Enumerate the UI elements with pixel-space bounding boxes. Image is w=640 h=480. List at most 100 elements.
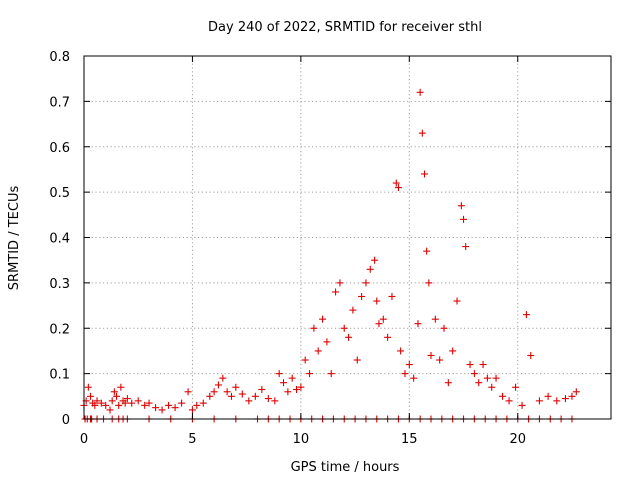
data-point (93, 397, 101, 405)
data-point (323, 338, 331, 346)
data-point (375, 320, 383, 328)
data-point (251, 392, 259, 400)
data-point (449, 347, 457, 355)
data-point (210, 388, 218, 396)
y-tick-label: 0.8 (49, 50, 70, 65)
data-point (284, 388, 292, 396)
data-point (134, 397, 142, 405)
data-point (535, 397, 543, 405)
data-point (414, 320, 422, 328)
y-tick-label: 0.6 (49, 141, 70, 156)
data-point (271, 397, 279, 405)
data-point (394, 184, 402, 192)
chart-title: Day 240 of 2022, SRMTID for receiver sth… (208, 20, 482, 35)
data-point (444, 379, 452, 387)
grid (84, 56, 611, 419)
axis-ticks: 0 0.1 0.2 0.3 0.4 0.5 0.6 0.7 0.8 0 5 10 15 20 (49, 50, 611, 447)
data-point (238, 390, 246, 398)
data-point (264, 395, 272, 403)
data-point (227, 392, 235, 400)
data-point (171, 404, 179, 412)
data-point (416, 88, 424, 96)
data-point (121, 399, 129, 407)
x-axis-label: GPS time / hours (291, 460, 400, 475)
data-point (483, 374, 491, 382)
data-point (245, 397, 253, 405)
data-point (145, 399, 153, 407)
data-point (392, 179, 400, 187)
data-point (462, 243, 470, 251)
data-point (297, 383, 305, 391)
data-point (219, 374, 227, 382)
data-point (280, 379, 288, 387)
data-point (475, 379, 483, 387)
y-tick-label: 0.1 (49, 368, 70, 383)
x-tick-label: 20 (509, 432, 526, 447)
data-point (518, 401, 526, 409)
data-point (349, 306, 357, 314)
data-point (440, 324, 448, 332)
data-point (102, 401, 110, 409)
data-point (460, 215, 468, 223)
data-point (336, 279, 344, 287)
data-point (405, 361, 413, 369)
data-point (152, 404, 160, 412)
data-point (362, 279, 370, 287)
data-point (423, 247, 431, 255)
y-tick-label: 0.5 (49, 186, 70, 201)
data-point (301, 356, 309, 364)
data-point (512, 383, 520, 391)
data-point (466, 361, 474, 369)
data-point (371, 256, 379, 264)
data-point (418, 129, 426, 137)
data-point (110, 388, 118, 396)
data-point (453, 297, 461, 305)
y-tick-label: 0.3 (49, 277, 70, 292)
data-point (544, 392, 552, 400)
data-point (345, 333, 353, 341)
data-point (553, 397, 561, 405)
data-point (165, 401, 173, 409)
data-point (319, 315, 327, 323)
y-axis-label: SRMTID / TECUs (7, 186, 22, 291)
data-point (420, 170, 428, 178)
data-point (505, 397, 513, 405)
data-point (223, 388, 231, 396)
data-point (492, 374, 500, 382)
data-point (232, 383, 240, 391)
x-tick-label: 15 (401, 432, 418, 447)
data-point (106, 406, 114, 414)
data-point (479, 361, 487, 369)
data-point (141, 401, 149, 409)
data-point (358, 292, 366, 300)
data-point (123, 395, 131, 403)
data-points (80, 88, 580, 423)
y-tick-label: 0.2 (49, 322, 70, 337)
data-point (340, 324, 348, 332)
data-point (373, 297, 381, 305)
data-point (561, 395, 569, 403)
data-point (470, 370, 478, 378)
data-point (97, 399, 105, 407)
x-tick-label: 10 (293, 432, 310, 447)
y-tick-label: 0 (62, 413, 70, 428)
y-tick-label: 0.4 (49, 232, 70, 247)
data-point (128, 399, 136, 407)
data-point (527, 351, 535, 359)
data-point (113, 392, 121, 400)
data-point (310, 324, 318, 332)
data-point (572, 388, 580, 396)
data-point (87, 392, 95, 400)
data-point (366, 265, 374, 273)
data-point (193, 401, 201, 409)
data-point (184, 388, 192, 396)
data-point (158, 406, 166, 414)
data-point (488, 383, 496, 391)
x-tick-label: 5 (188, 432, 196, 447)
y-tick-label: 0.7 (49, 95, 70, 110)
data-point (568, 392, 576, 400)
data-point (293, 386, 301, 394)
data-point (84, 383, 92, 391)
data-point (108, 397, 116, 405)
